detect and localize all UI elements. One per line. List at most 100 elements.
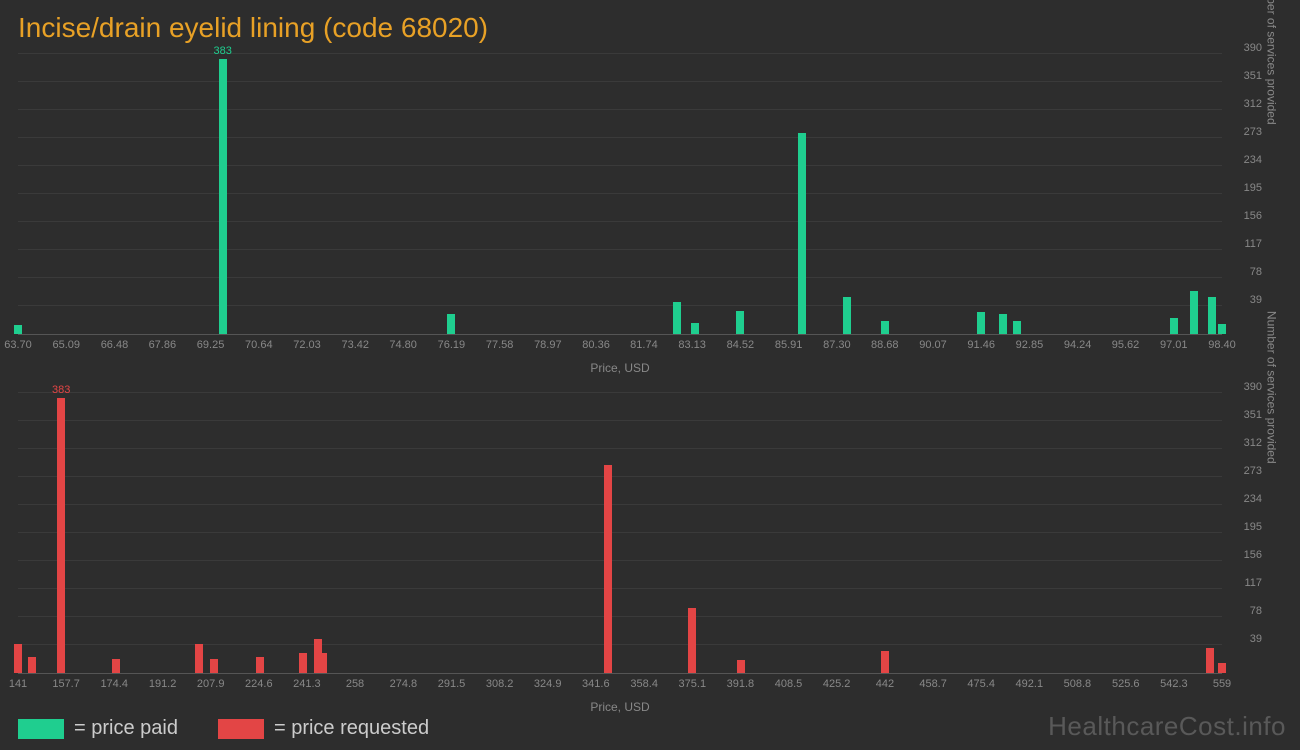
bar: [210, 659, 218, 673]
x-tick: 98.40: [1208, 339, 1236, 351]
x-ticks-paid: 63.7065.0966.4867.8669.2570.6472.0373.42…: [18, 339, 1222, 357]
gridline: [18, 588, 1222, 589]
chart-paid-panel: 3978117156195234273312351390 Number of s…: [18, 54, 1282, 375]
bar: [673, 302, 681, 334]
bar: [688, 608, 696, 673]
bar: [14, 325, 22, 334]
y-ticks-requested: 3978117156195234273312351390: [1226, 393, 1262, 673]
bar: [1218, 324, 1226, 334]
x-tick: 375.1: [679, 678, 707, 690]
x-tick: 492.1: [1016, 678, 1044, 690]
x-tick: 408.5: [775, 678, 803, 690]
y-tick: 234: [1244, 493, 1262, 505]
x-tick: 66.48: [101, 339, 129, 351]
x-tick: 87.30: [823, 339, 851, 351]
x-tick: 324.9: [534, 678, 562, 690]
gridline: [18, 476, 1222, 477]
y-axis-label-paid: Number of services provided: [1265, 0, 1279, 125]
x-tick: 74.80: [389, 339, 417, 351]
legend-label-paid: = price paid: [74, 717, 178, 740]
x-axis-label-paid: Price, USD: [18, 361, 1222, 375]
bar: [1013, 321, 1021, 334]
bar: [256, 657, 264, 673]
bar: [999, 314, 1007, 334]
y-tick: 351: [1244, 409, 1262, 421]
bar: [1190, 291, 1198, 334]
x-tick: 92.85: [1016, 339, 1044, 351]
x-tick: 308.2: [486, 678, 514, 690]
x-tick: 94.24: [1064, 339, 1092, 351]
gridline: [18, 532, 1222, 533]
bar: [977, 312, 985, 334]
bar: [1206, 648, 1214, 673]
y-axis-label-requested: Number of services provided: [1265, 311, 1279, 464]
y-tick: 78: [1250, 605, 1262, 617]
gridline: [18, 448, 1222, 449]
y-tick: 273: [1244, 465, 1262, 477]
bar: [319, 653, 327, 673]
chart-requested-panel: 3978117156195234273312351390 Number of s…: [18, 393, 1282, 714]
x-tick: 70.64: [245, 339, 273, 351]
x-tick: 274.8: [390, 678, 418, 690]
x-tick: 525.6: [1112, 678, 1140, 690]
chart-title: Incise/drain eyelid lining (code 68020): [0, 0, 1300, 44]
bar: [737, 660, 745, 673]
x-tick: 191.2: [149, 678, 177, 690]
x-tick: 72.03: [293, 339, 321, 351]
gridline: [18, 53, 1222, 54]
x-tick: 341.6: [582, 678, 610, 690]
y-tick: 312: [1244, 437, 1262, 449]
bar: [1218, 663, 1226, 673]
legend: = price paid = price requested: [18, 717, 429, 740]
x-tick: 157.7: [52, 678, 80, 690]
y-tick: 156: [1244, 549, 1262, 561]
gridline: [18, 221, 1222, 222]
peak-label: 383: [214, 45, 232, 57]
y-tick: 390: [1244, 42, 1262, 54]
x-tick: 241.3: [293, 678, 321, 690]
x-tick: 81.74: [630, 339, 658, 351]
bar: [112, 659, 120, 673]
x-tick: 73.42: [341, 339, 369, 351]
gridline: [18, 193, 1222, 194]
watermark: HealthcareCost.info: [1048, 711, 1286, 742]
x-tick: 77.58: [486, 339, 514, 351]
bar: [736, 311, 744, 334]
bar: [604, 465, 612, 673]
gridline: [18, 81, 1222, 82]
legend-swatch-paid: [18, 719, 64, 739]
x-tick: 291.5: [438, 678, 466, 690]
x-tick: 559: [1213, 678, 1231, 690]
y-tick: 117: [1244, 577, 1262, 589]
gridline: [18, 616, 1222, 617]
y-tick: 234: [1244, 154, 1262, 166]
y-tick: 195: [1244, 182, 1262, 194]
x-tick: 65.09: [52, 339, 80, 351]
bar: [195, 644, 203, 673]
gridline: [18, 392, 1222, 393]
y-tick: 312: [1244, 98, 1262, 110]
y-tick: 39: [1250, 294, 1262, 306]
gridline: [18, 109, 1222, 110]
legend-item-requested: = price requested: [218, 717, 429, 740]
x-tick: 80.36: [582, 339, 610, 351]
x-tick: 84.52: [727, 339, 755, 351]
bar: [1170, 318, 1178, 334]
y-tick: 78: [1250, 266, 1262, 278]
x-tick: 425.2: [823, 678, 851, 690]
x-tick: 91.46: [967, 339, 995, 351]
x-tick: 95.62: [1112, 339, 1140, 351]
x-tick: 174.4: [100, 678, 128, 690]
y-ticks-paid: 3978117156195234273312351390: [1226, 54, 1262, 334]
bar: [57, 398, 65, 673]
x-tick: 90.07: [919, 339, 947, 351]
x-tick: 358.4: [630, 678, 658, 690]
x-tick: 78.97: [534, 339, 562, 351]
y-tick: 117: [1244, 238, 1262, 250]
gridline: [18, 305, 1222, 306]
gridline: [18, 420, 1222, 421]
bar: [28, 657, 36, 673]
x-tick: 458.7: [919, 678, 947, 690]
y-tick: 195: [1244, 521, 1262, 533]
x-tick: 542.3: [1160, 678, 1188, 690]
